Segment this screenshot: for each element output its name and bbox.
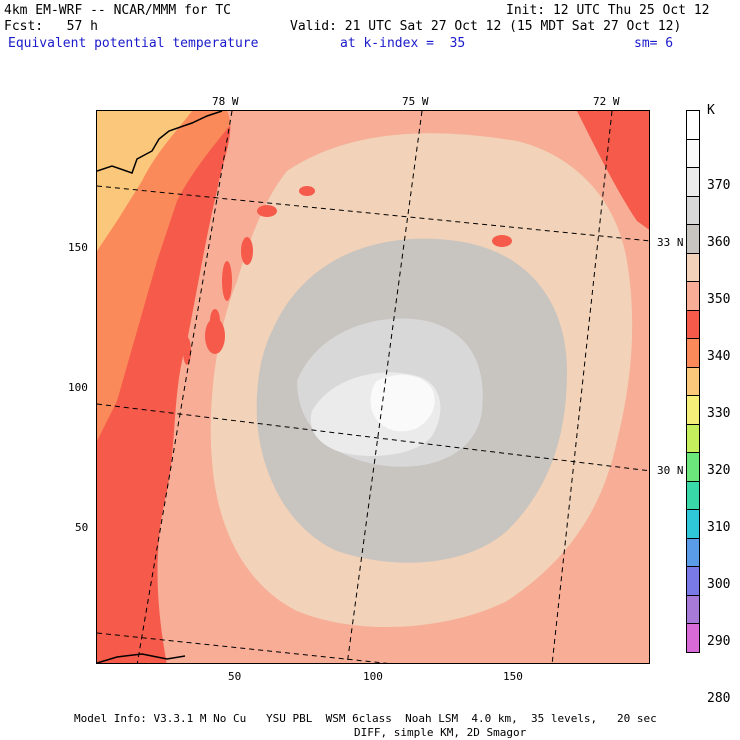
colorbar-swatch — [686, 338, 700, 368]
coastline-north — [97, 111, 223, 174]
colorbar-swatch — [686, 224, 700, 254]
colorbar-label: 330 — [707, 406, 731, 421]
model-diff-info: DIFF, simple KM, 2D Smagor — [354, 726, 527, 739]
lon-label-72w: 72 W — [593, 95, 620, 108]
theta-e-field — [97, 111, 649, 663]
x-tick-50: 50 — [228, 670, 242, 683]
colorbar-swatch — [686, 167, 700, 197]
colorbar-swatch — [686, 509, 700, 539]
model-title: 4km EM-WRF -- NCAR/MMM for TC — [4, 3, 231, 18]
lon-label-75w: 75 W — [402, 95, 429, 108]
forecast-hour: Fcst: 57 h — [4, 19, 98, 34]
x-tick-150: 150 — [503, 670, 523, 683]
field-375-core — [370, 374, 435, 432]
colorbar-label: 340 — [707, 349, 731, 364]
colorbar-label: 300 — [707, 577, 731, 592]
colorbar-swatch — [686, 281, 700, 311]
colorbar-swatch — [686, 566, 700, 596]
colorbar-swatch — [686, 537, 700, 567]
model-info: Model Info: V3.3.1 M No Cu YSU PBL WSM 6… — [74, 712, 657, 725]
field-name: Equivalent potential temperature — [8, 36, 259, 51]
colorbar-swatch — [686, 423, 700, 453]
colorbar-swatch — [686, 594, 700, 624]
init-time: Init: 12 UTC Thu 25 Oct 12 — [506, 3, 710, 18]
y-tick-150: 150 — [68, 241, 88, 254]
colorbar-swatch — [686, 366, 700, 396]
y-tick-100: 100 — [68, 381, 88, 394]
colorbar-swatch — [686, 623, 700, 653]
colorbar-label: 310 — [707, 520, 731, 535]
level-index: at k-index = 35 — [340, 36, 466, 51]
lon-label-78w: 78 W — [212, 95, 239, 108]
colorbar-swatch — [686, 309, 700, 339]
colorbar-swatch — [686, 138, 700, 168]
colorbar-swatch — [686, 195, 700, 225]
colorbar-label: 370 — [707, 178, 731, 193]
colorbar-swatch — [686, 110, 700, 140]
colorbar-label: 350 — [707, 292, 731, 307]
colorbar-unit: K — [707, 103, 715, 118]
colorbar-label: 290 — [707, 634, 731, 649]
lat-label-33n: 33 N — [657, 236, 684, 249]
graticule-lines — [97, 111, 649, 663]
field-320-band — [97, 111, 192, 251]
colorbar-swatch — [686, 480, 700, 510]
coastline-south — [97, 653, 186, 663]
colorbar-swatch — [686, 252, 700, 282]
y-tick-50: 50 — [75, 521, 89, 534]
colorbar-label: 280 — [707, 691, 731, 706]
colorbar-label: 320 — [707, 463, 731, 478]
lat-label-30n: 30 N — [657, 464, 684, 477]
colorbar-label: 360 — [707, 235, 731, 250]
colorbar-swatch — [686, 395, 700, 425]
smoothing: sm= 6 — [634, 36, 674, 51]
rainband-streaks — [183, 186, 512, 365]
colorbar-swatch — [686, 452, 700, 482]
valid-time: Valid: 21 UTC Sat 27 Oct 12 (15 MDT Sat … — [290, 19, 682, 34]
x-tick-100: 100 — [363, 670, 383, 683]
map-panel — [96, 110, 650, 664]
